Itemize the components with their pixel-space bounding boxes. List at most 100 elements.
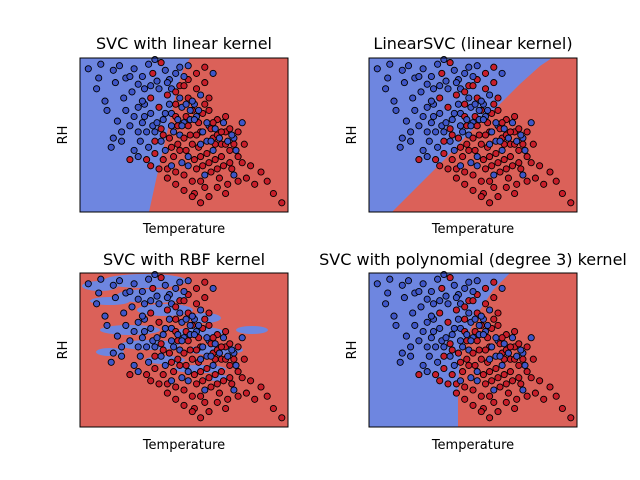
data-point-class-a <box>456 162 465 170</box>
data-point-class-a <box>448 331 456 339</box>
data-point-class-a <box>230 386 238 394</box>
data-point-class-a <box>134 295 142 303</box>
data-point-class-a <box>178 159 186 167</box>
data-point-class-b <box>473 337 481 345</box>
data-point-class-b <box>492 149 500 158</box>
data-point-class-a <box>456 377 465 385</box>
data-point-class-b <box>511 404 519 413</box>
data-point-class-a <box>467 337 475 345</box>
data-point-class-a <box>95 289 103 297</box>
data-point-class-b <box>151 149 159 158</box>
data-point-class-b <box>222 112 230 121</box>
data-point-class-a <box>417 303 425 311</box>
data-point-class-b <box>201 315 209 323</box>
data-point-class-a <box>496 137 504 145</box>
scatter-points <box>84 270 286 422</box>
data-point-class-b <box>190 156 198 164</box>
data-point-class-a <box>201 386 209 394</box>
data-point-class-b <box>211 156 219 164</box>
data-point-class-a <box>407 128 415 136</box>
data-point-class-a <box>373 280 381 288</box>
data-point-class-a <box>134 128 142 136</box>
data-point-class-b <box>504 174 512 182</box>
data-point-class-a <box>130 361 138 369</box>
data-point-class-b <box>523 392 531 400</box>
data-point-class-b <box>490 100 498 108</box>
data-point-class-a <box>219 119 228 127</box>
data-point-class-a <box>517 346 525 354</box>
data-point-class-b <box>234 153 242 161</box>
data-point-class-a <box>134 318 142 326</box>
data-point-class-b <box>452 306 460 314</box>
data-point-class-a <box>450 281 458 289</box>
data-point-class-a <box>407 137 415 145</box>
data-point-class-a <box>128 88 136 96</box>
data-point-class-b <box>452 389 460 397</box>
data-point-class-a <box>402 332 410 340</box>
data-point-class-b <box>217 343 225 351</box>
data-point-class-a <box>211 125 219 133</box>
data-point-class-b <box>558 189 566 198</box>
data-point-class-b <box>226 159 234 167</box>
data-point-class-a <box>396 358 404 366</box>
data-point-class-b <box>269 404 277 413</box>
data-point-class-b <box>186 346 194 354</box>
data-point-class-a <box>161 66 169 74</box>
data-point-class-a <box>186 321 194 329</box>
data-point-class-b <box>546 168 554 176</box>
data-point-class-a <box>442 334 450 342</box>
x-axis-label: Temperature <box>142 438 225 453</box>
data-point-class-b <box>207 168 215 176</box>
data-point-class-a <box>450 109 458 117</box>
data-point-class-a <box>450 146 458 154</box>
data-point-class-a <box>207 137 215 145</box>
data-point-class-a <box>442 119 450 127</box>
data-point-class-a <box>436 324 444 332</box>
data-point-class-a <box>415 337 423 345</box>
data-point-class-b <box>494 106 502 114</box>
data-point-class-a <box>161 146 169 154</box>
data-point-class-b <box>469 134 477 142</box>
data-point-class-b <box>230 140 238 148</box>
data-point-class-b <box>151 137 159 145</box>
data-point-class-b <box>481 131 490 139</box>
data-point-class-a <box>469 287 477 296</box>
data-point-class-b <box>463 140 471 148</box>
data-point-class-b <box>211 371 219 379</box>
data-point-class-a <box>238 119 246 127</box>
data-point-class-a <box>126 122 134 130</box>
data-point-class-a <box>109 134 117 142</box>
data-point-class-a <box>199 128 207 136</box>
data-point-class-b <box>165 134 173 142</box>
data-point-class-b <box>469 386 477 394</box>
data-point-class-a <box>118 352 126 360</box>
data-point-class-a <box>197 306 205 314</box>
data-point-class-a <box>436 109 444 117</box>
data-point-class-a <box>498 361 506 369</box>
data-point-class-a <box>147 297 155 305</box>
data-point-class-a <box>153 119 161 127</box>
data-point-class-a <box>151 270 159 279</box>
data-point-class-a <box>429 327 438 336</box>
data-point-class-a <box>484 106 492 114</box>
data-point-class-b <box>540 180 548 188</box>
data-point-class-a <box>500 340 508 348</box>
data-point-class-a <box>147 324 155 332</box>
data-point-class-a <box>186 106 194 114</box>
data-point-class-a <box>477 312 485 320</box>
data-point-class-a <box>140 300 149 308</box>
data-point-class-a <box>101 97 109 105</box>
data-point-class-a <box>382 85 390 93</box>
data-point-class-a <box>182 315 190 323</box>
plot-frame <box>79 272 289 428</box>
data-point-class-b <box>205 408 213 416</box>
subplot-poly-svc: SVC with polynomial (degree 3) kernel Te… <box>319 250 627 453</box>
data-point-class-b <box>157 59 165 67</box>
data-point-class-b <box>257 168 265 176</box>
y-axis-label: RH <box>345 341 360 360</box>
data-point-class-b <box>165 349 173 357</box>
data-point-class-b <box>498 119 506 127</box>
data-point-class-b <box>481 346 490 354</box>
data-point-class-a <box>151 128 159 136</box>
data-point-class-b <box>172 395 180 403</box>
